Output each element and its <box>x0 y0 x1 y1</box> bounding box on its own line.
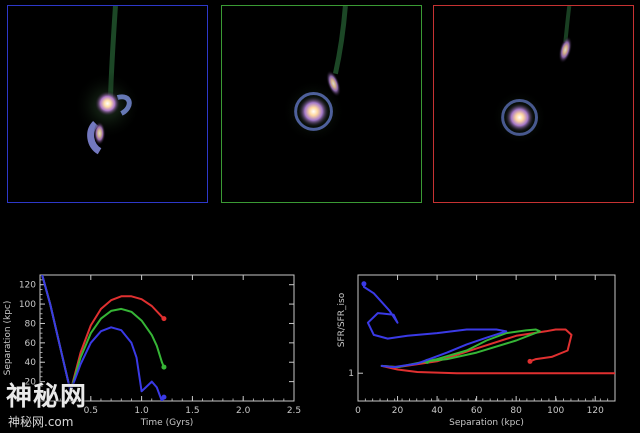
galaxy-panel-green <box>221 5 422 203</box>
series-line-1 <box>41 275 165 393</box>
y-tick-label: 60 <box>25 339 37 349</box>
x-tick-label: 1.5 <box>185 406 199 416</box>
x-tick-label: 20 <box>392 406 404 416</box>
y-tick-label: 120 <box>19 281 36 291</box>
y-tick-label: 1 <box>348 369 354 379</box>
x-axis-label: Separation (kpc) <box>449 418 524 428</box>
y-tick-label: 100 <box>19 300 36 310</box>
galaxy-image-interacting <box>73 6 142 155</box>
y-axis-label: SFR/SFR_iso <box>337 292 347 347</box>
y-tick-label: 80 <box>25 319 37 329</box>
watermark-url: 神秘网.com <box>8 415 74 429</box>
plot-frame <box>357 274 616 402</box>
x-tick-label: 2.5 <box>287 406 301 416</box>
series-line-3 <box>41 275 165 401</box>
x-tick-label: 100 <box>547 406 564 416</box>
series-end-marker-3 <box>361 281 367 287</box>
series-group <box>361 281 615 375</box>
x-tick-label: 2.0 <box>236 406 251 416</box>
galaxy-image-separated <box>491 6 573 146</box>
y-tick-label: 20 <box>25 378 37 388</box>
series-line-1 <box>380 328 615 375</box>
x-tick-label: 120 <box>587 406 604 416</box>
x-tick-label: 0 <box>355 406 361 416</box>
series-end-marker-1 <box>161 316 167 322</box>
x-tick-label: 80 <box>510 406 522 416</box>
series-line-2 <box>41 275 165 393</box>
series-line-2 <box>380 328 541 369</box>
series-group <box>41 275 167 401</box>
y-axis-label: Separation (kpc) <box>3 301 13 376</box>
galaxy-panel-red <box>433 5 634 203</box>
series-line-3 <box>362 282 508 369</box>
series-end-marker-3 <box>161 394 167 400</box>
x-tick-label: 0.5 <box>84 406 98 416</box>
x-tick-label: 60 <box>471 406 483 416</box>
x-tick-label: 1.0 <box>134 406 149 416</box>
series-end-marker-2 <box>161 364 167 370</box>
chart-1: 0.5 1.0 1.5 2.0 2.5 20 40 60 80 100 120 Time (Gyrs)… <box>3 274 301 428</box>
series-end-marker-1 <box>527 358 533 364</box>
y-tick-label: 40 <box>25 358 37 368</box>
galaxy-panel-blue <box>7 5 208 203</box>
x-tick-label: 40 <box>431 406 443 416</box>
x-axis-label: Time (Gyrs) <box>140 418 194 428</box>
watermark-text: 神秘网 <box>6 382 88 412</box>
chart-2: 0 20 40 60 80 100 120 1 Separation (kpc) SFR/SFR_… <box>337 274 616 428</box>
galaxy-image-separating <box>281 6 348 144</box>
